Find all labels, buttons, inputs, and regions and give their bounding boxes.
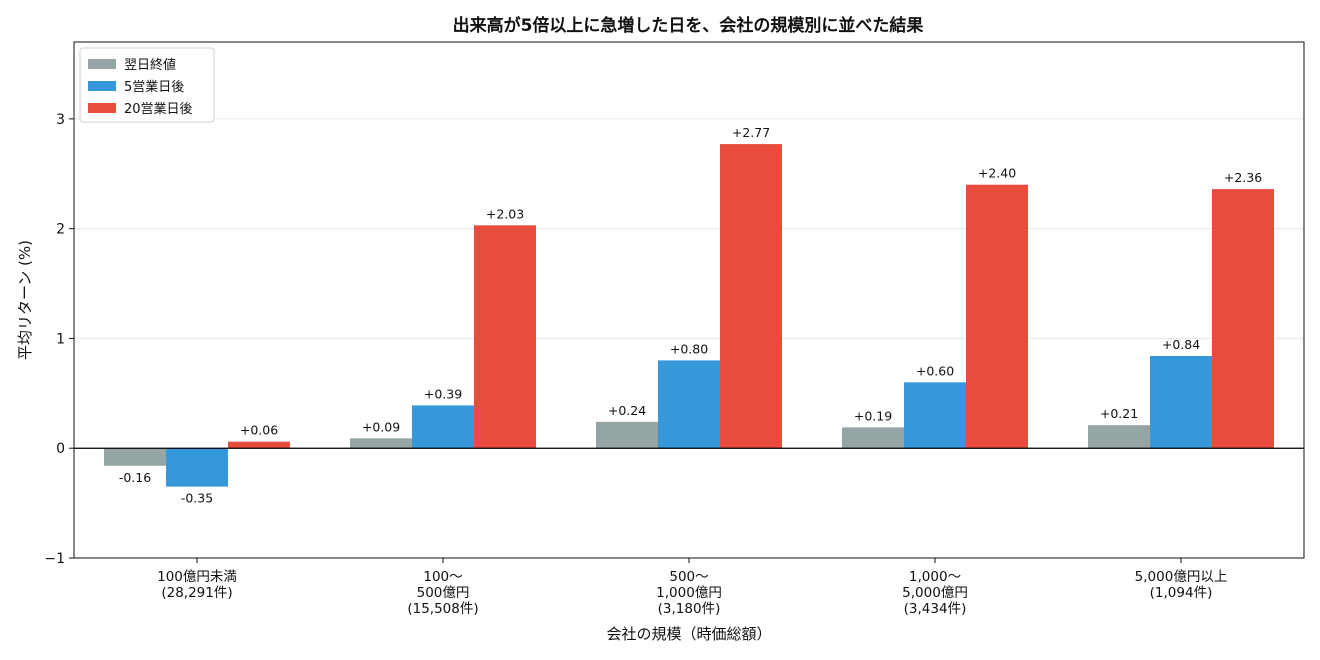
y-tick-label: 2 (56, 222, 65, 238)
x-tick-label: (28,291件) (161, 585, 232, 601)
x-tick-label: 1,000億円 (656, 585, 722, 601)
data-label: +2.40 (978, 166, 1016, 181)
data-label: +0.84 (1162, 337, 1200, 352)
bar (474, 225, 536, 449)
x-tick-label: (3,434件) (904, 601, 967, 617)
y-axis-ticks: −1 0 1 2 3 (44, 112, 74, 567)
x-tick-label: (1,094件) (1150, 585, 1213, 601)
legend: 翌日終値 5営業日後 20営業日後 (79, 47, 215, 123)
data-label: +2.03 (486, 206, 524, 221)
chart-title: 出来高が5倍以上に急増した日を、会社の規模別に並べた結果 (453, 15, 924, 36)
legend-swatch (88, 81, 116, 91)
x-tick-label: (15,508件) (407, 601, 478, 617)
bar (104, 448, 166, 466)
bar (412, 405, 474, 449)
data-label: +0.06 (240, 423, 278, 438)
data-labels: -0.16 +0.09 +0.24 +0.19 +0.21 -0.35 +0.39 +0.80… (119, 125, 1262, 506)
data-label: +0.60 (916, 363, 954, 378)
bar (658, 360, 720, 449)
plot-frame (73, 41, 1305, 559)
x-axis-ticks: 100億円未満(28,291件)100～500億円(15,508件)500～1,… (157, 558, 1227, 617)
y-tick-label: −1 (44, 551, 65, 567)
x-tick-label: 5,000億円以上 (1135, 569, 1228, 585)
x-tick-label: 500～ (669, 569, 708, 585)
y-tick-label: 0 (56, 441, 65, 457)
x-tick-label: 1,000～ (909, 569, 961, 585)
data-label: +0.39 (424, 386, 462, 401)
bar (1150, 355, 1212, 449)
x-tick-label: 500億円 (417, 585, 470, 601)
bars (104, 144, 1274, 487)
data-label: +0.24 (608, 403, 646, 418)
data-label: +0.09 (362, 419, 400, 434)
data-label: -0.16 (119, 470, 151, 485)
data-label: +0.19 (854, 408, 892, 423)
bar (966, 184, 1028, 449)
bar (904, 382, 966, 449)
legend-label: 翌日終値 (124, 57, 176, 73)
data-label: +0.21 (1100, 406, 1138, 421)
legend-label: 20営業日後 (124, 101, 193, 117)
bar (842, 427, 904, 449)
x-tick-label: 5,000億円 (902, 585, 968, 601)
bar (720, 144, 782, 449)
data-label: -0.35 (181, 491, 213, 506)
bar (350, 438, 412, 449)
y-tick-label: 3 (56, 112, 65, 128)
legend-swatch (88, 103, 116, 113)
bar (228, 441, 290, 449)
legend-label: 5営業日後 (124, 79, 184, 95)
x-tick-label: 100～ (423, 569, 462, 585)
y-tick-label: 1 (56, 331, 65, 347)
data-label: +2.77 (732, 125, 770, 140)
bar (1088, 425, 1150, 449)
legend-swatch (88, 59, 116, 69)
grid-lines (74, 118, 1304, 559)
data-label: +2.36 (1224, 170, 1262, 185)
data-label: +0.80 (670, 341, 708, 356)
x-axis-label: 会社の規模（時価総額） (606, 625, 771, 643)
y-axis-label: 平均リターン (%) (16, 240, 34, 360)
x-tick-label: (3,180件) (658, 601, 721, 617)
x-tick-label: 100億円未満 (157, 569, 237, 585)
bar (166, 448, 228, 487)
bar (1212, 189, 1274, 449)
bar (596, 421, 658, 449)
